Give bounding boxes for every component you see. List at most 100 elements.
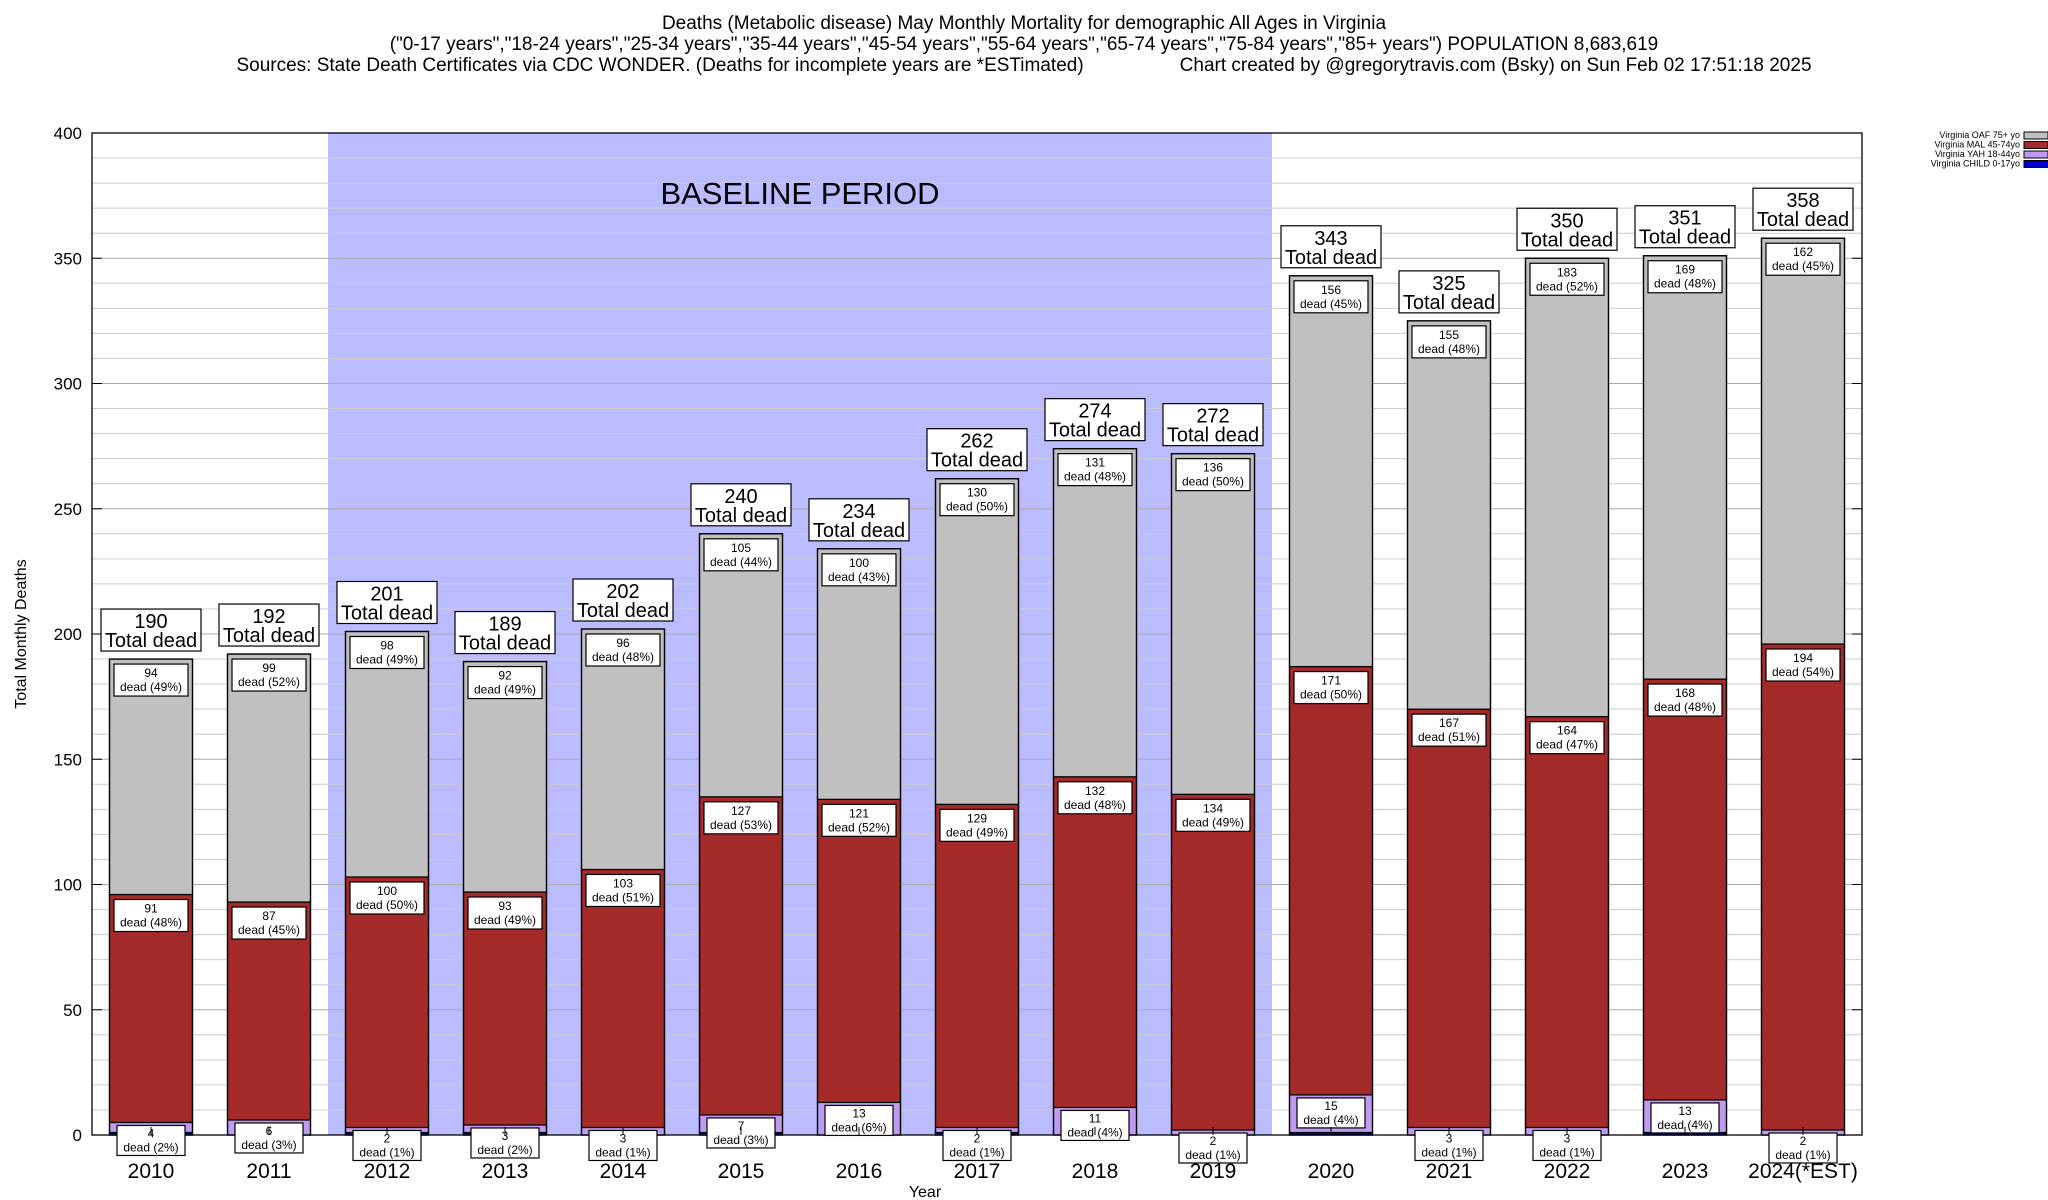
- data-label-pct: dead (50%): [1300, 688, 1362, 702]
- bar-segment: [1052, 776, 1138, 1109]
- data-label-value: 96: [616, 636, 630, 650]
- data-label-box: [1532, 1129, 1602, 1162]
- data-label-box: [585, 873, 661, 908]
- data-label-value: 131: [1085, 456, 1105, 470]
- data-label-box: [352, 1129, 422, 1162]
- y-tick-label: 400: [54, 124, 82, 143]
- data-label-pct: dead (2%): [477, 1143, 532, 1157]
- data-label-value: 129: [967, 811, 987, 825]
- bar-segment: [344, 630, 430, 878]
- data-label-value: 169: [1675, 263, 1695, 277]
- data-label-pct: dead (50%): [946, 500, 1008, 514]
- legend-swatch: [2023, 150, 2048, 159]
- data-label-value: 2: [1800, 1134, 1807, 1148]
- data-label-box: [1293, 280, 1369, 314]
- data-label-value: 3: [620, 1131, 627, 1145]
- data-label-value: 156: [1321, 283, 1341, 297]
- data-label-box: [703, 538, 779, 572]
- data-label-box: [821, 553, 897, 587]
- total-label-box: [1044, 398, 1146, 442]
- x-axis-label: Year: [909, 1184, 942, 1200]
- data-label-box: [1060, 1109, 1130, 1142]
- data-label-pct: dead (51%): [592, 890, 654, 904]
- total-suffix: Total dead: [1167, 425, 1259, 447]
- data-label-pct: dead (49%): [474, 683, 536, 697]
- data-label-box: [1057, 781, 1133, 815]
- legend-entry: Virginia YAH 18-44yo: [1935, 149, 2048, 159]
- data-label-pct: dead (1%): [1185, 1148, 1240, 1162]
- bar-segment: [1406, 320, 1492, 710]
- data-label-value: 162: [1793, 245, 1813, 259]
- bar-segment: [1406, 708, 1492, 1129]
- data-label-pct: dead (3%): [713, 1133, 768, 1147]
- y-tick-label: 350: [54, 249, 82, 268]
- data-label-value: 2: [1210, 1134, 1217, 1148]
- bar-segment: [934, 803, 1020, 1129]
- chart-title: Deaths (Metabolic disease) May Monthly M…: [661, 13, 1387, 34]
- data-label-pct: dead (43%): [828, 570, 890, 584]
- data-label-box: [821, 803, 897, 837]
- x-tick-label: 2014: [600, 1160, 647, 1183]
- data-label-box: [939, 483, 1015, 517]
- data-label-box: [467, 896, 543, 930]
- data-label-box: [1175, 458, 1251, 492]
- chart-sources-line: Sources: State Death Certificates via CD…: [0, 55, 2048, 77]
- bar-segment: [1288, 275, 1374, 668]
- data-label-pct: dead (49%): [474, 913, 536, 927]
- data-label-box: [703, 801, 779, 835]
- data-label-pct: dead (1%): [949, 1145, 1004, 1159]
- data-label-value: 11: [1089, 1111, 1102, 1125]
- total-suffix: Total dead: [1049, 420, 1141, 442]
- data-label-box: [1293, 670, 1369, 705]
- data-label-value: 100: [377, 884, 397, 898]
- data-label-pct: dead (52%): [828, 820, 890, 834]
- bar-segment: [108, 893, 194, 1124]
- bar-segment: [934, 478, 1020, 805]
- total-suffix: Total dead: [1285, 247, 1377, 269]
- total-value: 274: [1078, 401, 1111, 423]
- x-tick-label: 2018: [1072, 1160, 1119, 1183]
- data-label-box: [1765, 242, 1841, 276]
- data-label-value: 7: [738, 1119, 745, 1133]
- legend-swatch: [2023, 141, 2048, 149]
- data-label-value: 92: [498, 669, 512, 683]
- data-label-pct: dead (48%): [592, 650, 654, 664]
- data-label-value: 13: [852, 1106, 866, 1120]
- data-label-value: 136: [1203, 461, 1223, 475]
- total-suffix: Total dead: [931, 450, 1023, 472]
- data-label-pct: dead (49%): [946, 825, 1008, 839]
- x-tick-label: 2022: [1544, 1160, 1591, 1183]
- x-tick-label: 2011: [246, 1160, 291, 1183]
- total-label-box: [926, 428, 1028, 472]
- legend-label: Virginia CHILD 0-17yo: [1931, 159, 2020, 169]
- data-label-pct: dead (50%): [1182, 475, 1244, 489]
- y-tick-label: 50: [63, 1001, 82, 1020]
- data-label-box: [1411, 325, 1487, 359]
- data-label-pct: dead (48%): [120, 916, 182, 930]
- y-tick-label: 250: [54, 500, 82, 519]
- data-label-pct: dead (4%): [1303, 1113, 1358, 1127]
- total-value: 272: [1196, 406, 1229, 428]
- data-label-box: [1057, 453, 1133, 487]
- data-label-value: 183: [1557, 265, 1577, 279]
- total-suffix: Total dead: [223, 625, 315, 647]
- data-label-box: [1529, 721, 1605, 755]
- data-label-box: [1647, 260, 1723, 294]
- data-label-pct: dead (1%): [1421, 1145, 1476, 1159]
- data-label-value: 87: [262, 909, 276, 923]
- total-label-box: [1162, 403, 1264, 447]
- data-label-pct: dead (2%): [123, 1140, 178, 1154]
- x-tick-label: 2015: [718, 1160, 765, 1183]
- data-label-box: [1178, 1132, 1248, 1164]
- total-label-box: [572, 578, 674, 622]
- data-label-box: [585, 633, 661, 667]
- data-label-pct: dead (1%): [1775, 1148, 1830, 1162]
- data-label-box: [349, 881, 425, 915]
- data-label-pct: dead (48%): [1654, 277, 1716, 291]
